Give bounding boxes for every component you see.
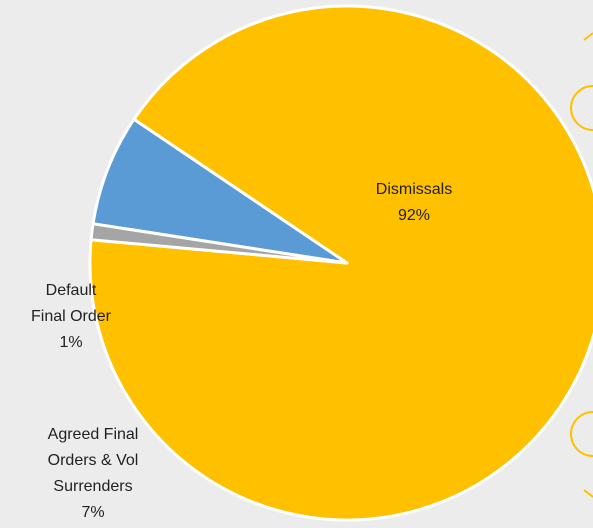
- slice-label-line: Agreed Final: [48, 426, 139, 443]
- slice-labels: Dismissals 92% Default Final Order 1% Agreed …: [31, 181, 452, 521]
- slice-label-line: Surrenders: [53, 478, 132, 495]
- decor-circle-top: [570, 85, 593, 131]
- slice-label-1: Default Final Order 1%: [31, 282, 112, 351]
- decorative-edge-shapes: [570, 32, 593, 498]
- decor-corner-bottom: [583, 489, 593, 498]
- slice-label-2: Agreed Final Orders & Vol Surrenders 7%: [48, 426, 139, 521]
- slice-label-line: Default: [46, 282, 97, 299]
- slice-label-0: Dismissals 92%: [376, 181, 452, 224]
- decor-corner-top: [583, 32, 593, 41]
- slice-label-line: 1%: [59, 334, 82, 351]
- decor-circle-bottom: [570, 411, 593, 457]
- slice-label-line: 7%: [81, 504, 104, 521]
- pie-slices: [88, 4, 593, 522]
- slice-label-line: Orders & Vol: [48, 452, 139, 469]
- slice-label-line: Final Order: [31, 308, 112, 325]
- slice-label-line: 92%: [398, 207, 430, 224]
- slice-label-line: Dismissals: [376, 181, 452, 198]
- pie-slice-2: [91, 117, 349, 265]
